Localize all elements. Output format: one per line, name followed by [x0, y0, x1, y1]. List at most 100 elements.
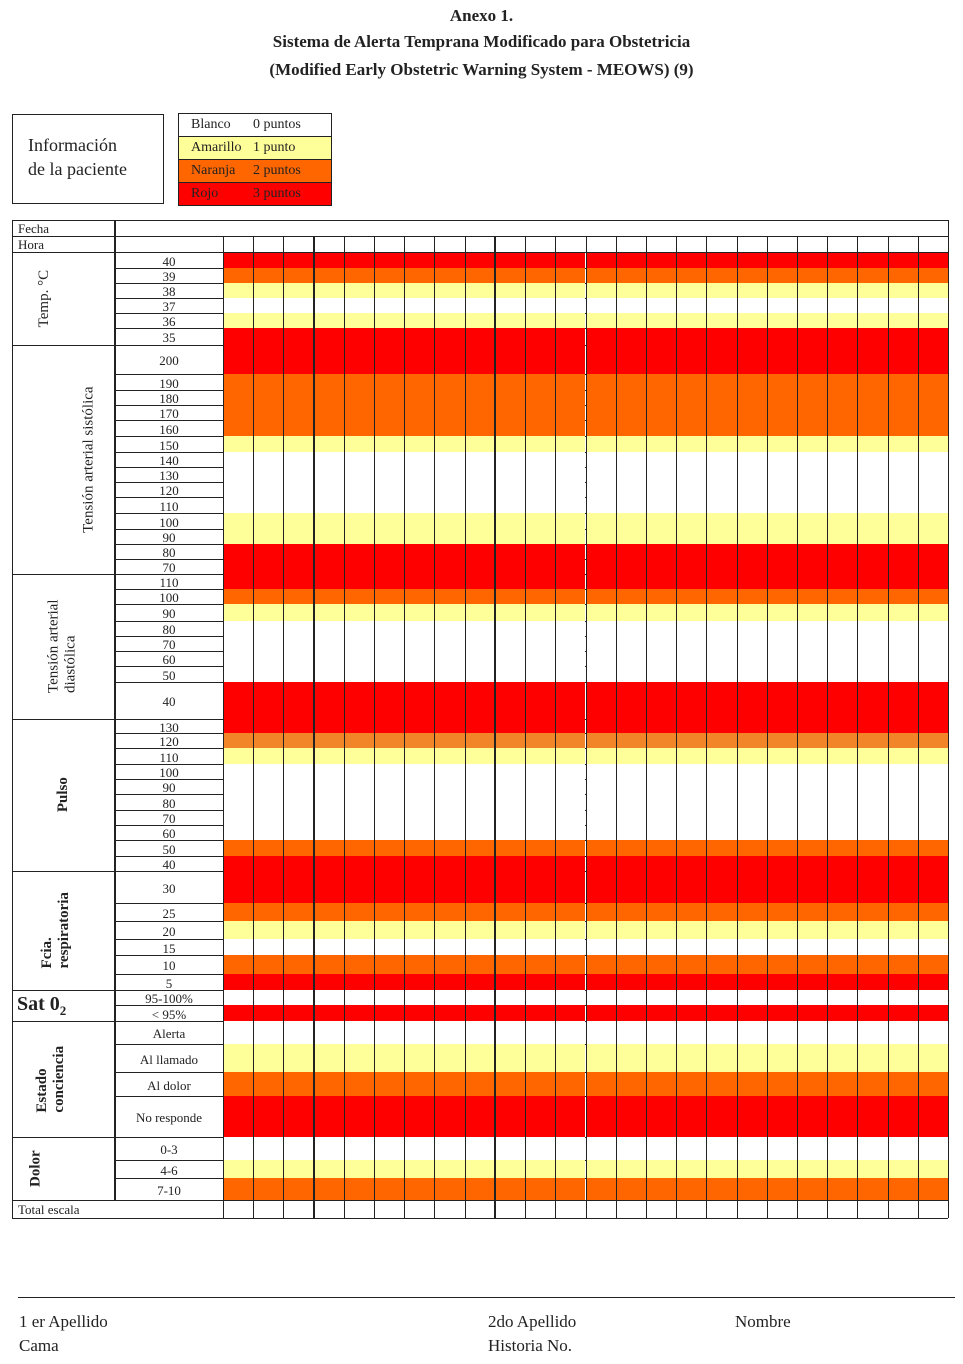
score-cell-pulse-60[interactable]: [283, 825, 314, 840]
score-cell-temp-36[interactable]: [313, 313, 344, 328]
score-cell-systolic-120[interactable]: [525, 482, 556, 497]
score-cell-diastolic-100[interactable]: [464, 589, 495, 604]
score-cell-systolic-80[interactable]: [887, 544, 918, 559]
score-cell-systolic-90[interactable]: [555, 529, 586, 544]
score-cell-pulse-120[interactable]: [343, 733, 375, 748]
score-cell-pulse-100[interactable]: [253, 764, 284, 779]
score-cell-sat-95_100_[interactable]: [615, 990, 646, 1005]
score-cell-resp-20[interactable]: [887, 921, 918, 939]
score-cell-temp-35[interactable]: [857, 328, 888, 345]
score-cell-temp-40[interactable]: [434, 252, 465, 268]
score-cell-systolic-130[interactable]: [404, 467, 435, 482]
score-cell-diastolic-50[interactable]: [525, 666, 556, 682]
score-cell-systolic-190[interactable]: [253, 374, 284, 390]
score-cell-resp-30[interactable]: [736, 871, 767, 903]
score-cell-pulse-40[interactable]: [766, 856, 797, 871]
score-cell-temp-39[interactable]: [434, 268, 465, 283]
score-cell-resp-10[interactable]: [766, 955, 797, 974]
score-cell-systolic-110[interactable]: [404, 497, 435, 513]
score-cell-systolic-150[interactable]: [585, 436, 616, 452]
score-cell-conscious-Al_llamado[interactable]: [223, 1044, 254, 1072]
score-cell-diastolic-40[interactable]: [283, 682, 314, 719]
score-cell-diastolic-100[interactable]: [827, 589, 858, 604]
score-cell-temp-35[interactable]: [223, 328, 254, 345]
score-cell-systolic-120[interactable]: [736, 482, 767, 497]
score-cell-pulse-100[interactable]: [343, 764, 375, 779]
score-cell-conscious-Alerta[interactable]: [676, 1021, 707, 1044]
score-cell-systolic-120[interactable]: [223, 482, 254, 497]
score-cell-diastolic-40[interactable]: [615, 682, 646, 719]
score-cell-temp-40[interactable]: [676, 252, 707, 268]
score-cell-systolic-140[interactable]: [313, 452, 344, 467]
score-cell-pulse-90[interactable]: [253, 779, 284, 794]
score-cell-systolic-130[interactable]: [223, 467, 254, 482]
score-cell-systolic-170[interactable]: [283, 405, 314, 420]
score-cell-sat-_95_[interactable]: [736, 1005, 767, 1021]
score-cell-diastolic-100[interactable]: [374, 589, 405, 604]
score-cell-systolic-140[interactable]: [253, 452, 284, 467]
score-cell-pain-0_3[interactable]: [434, 1137, 465, 1160]
score-cell-systolic-130[interactable]: [706, 467, 737, 482]
score-cell-systolic-150[interactable]: [827, 436, 858, 452]
score-cell-temp-35[interactable]: [313, 328, 344, 345]
score-cell-systolic-140[interactable]: [434, 452, 465, 467]
score-cell-systolic-140[interactable]: [404, 452, 435, 467]
score-cell-diastolic-50[interactable]: [615, 666, 646, 682]
score-cell-pulse-100[interactable]: [434, 764, 465, 779]
score-cell-systolic-180[interactable]: [223, 390, 254, 405]
score-cell-systolic-180[interactable]: [464, 390, 495, 405]
score-cell-systolic-140[interactable]: [887, 452, 918, 467]
score-cell-pulse-100[interactable]: [313, 764, 344, 779]
score-cell-diastolic-80[interactable]: [887, 621, 918, 636]
score-cell-resp-20[interactable]: [676, 921, 707, 939]
score-cell-systolic-190[interactable]: [857, 374, 888, 390]
score-cell-temp-38[interactable]: [766, 283, 797, 298]
score-cell-diastolic-70[interactable]: [827, 636, 858, 651]
score-cell-resp-15[interactable]: [645, 939, 677, 955]
score-cell-pulse-50[interactable]: [313, 840, 344, 856]
score-cell-systolic-110[interactable]: [736, 497, 767, 513]
score-cell-conscious-Al_llamado[interactable]: [374, 1044, 405, 1072]
score-cell-diastolic-50[interactable]: [766, 666, 797, 682]
score-cell-pulse-90[interactable]: [283, 779, 314, 794]
score-cell-pulse-70[interactable]: [645, 810, 677, 825]
score-cell-pulse-60[interactable]: [404, 825, 435, 840]
score-cell-resp-15[interactable]: [615, 939, 646, 955]
score-cell-temp-36[interactable]: [887, 313, 918, 328]
score-cell-pulse-130[interactable]: [464, 719, 495, 733]
score-cell-pulse-100[interactable]: [404, 764, 435, 779]
score-cell-pulse-60[interactable]: [766, 825, 797, 840]
score-cell-pain-4_6[interactable]: [313, 1160, 344, 1178]
score-cell-diastolic-40[interactable]: [887, 682, 918, 719]
score-cell-temp-36[interactable]: [766, 313, 797, 328]
score-cell-pulse-90[interactable]: [313, 779, 344, 794]
score-cell-pulse-70[interactable]: [343, 810, 375, 825]
score-cell-systolic-70[interactable]: [494, 559, 526, 574]
score-cell-resp-15[interactable]: [525, 939, 556, 955]
score-cell-sat-_95_[interactable]: [555, 1005, 586, 1021]
score-cell-systolic-200[interactable]: [917, 345, 948, 374]
score-cell-pain-0_3[interactable]: [615, 1137, 646, 1160]
score-cell-pulse-50[interactable]: [464, 840, 495, 856]
score-cell-sat-_95_[interactable]: [253, 1005, 284, 1021]
score-cell-diastolic-90[interactable]: [434, 604, 465, 621]
score-cell-pulse-80[interactable]: [766, 794, 797, 810]
score-cell-pain-0_3[interactable]: [676, 1137, 707, 1160]
score-cell-conscious-No_responde[interactable]: [343, 1096, 375, 1137]
score-cell-resp-10[interactable]: [313, 955, 344, 974]
score-cell-conscious-Al_dolor[interactable]: [917, 1072, 948, 1096]
score-cell-systolic-170[interactable]: [343, 405, 375, 420]
score-cell-diastolic-40[interactable]: [374, 682, 405, 719]
score-cell-pulse-50[interactable]: [223, 840, 254, 856]
score-cell-resp-10[interactable]: [736, 955, 767, 974]
score-cell-conscious-Alerta[interactable]: [585, 1021, 616, 1044]
score-cell-systolic-200[interactable]: [525, 345, 556, 374]
score-cell-systolic-200[interactable]: [736, 345, 767, 374]
score-cell-systolic-160[interactable]: [283, 420, 314, 436]
score-cell-pain-7_10[interactable]: [223, 1178, 254, 1200]
score-cell-sat-_95_[interactable]: [857, 1005, 888, 1021]
score-cell-resp-5[interactable]: [766, 974, 797, 990]
score-cell-resp-5[interactable]: [343, 974, 375, 990]
score-cell-pulse-40[interactable]: [615, 856, 646, 871]
score-cell-systolic-200[interactable]: [404, 345, 435, 374]
